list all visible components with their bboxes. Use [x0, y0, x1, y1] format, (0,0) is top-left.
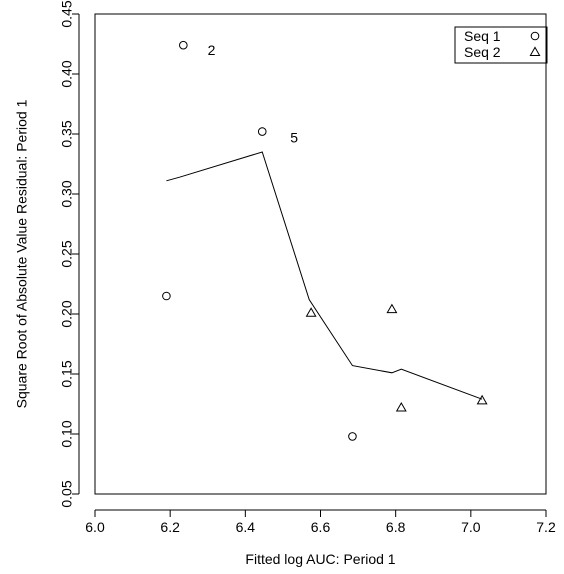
point-label: 5	[290, 130, 298, 146]
x-tick-label: 7.0	[461, 519, 481, 535]
smooth-line	[166, 151, 483, 400]
data-point-seq1	[162, 291, 171, 301]
data-point-seq2	[386, 303, 398, 314]
y-tick-label: 0.05	[59, 480, 75, 507]
x-tick-label: 6.6	[311, 519, 331, 535]
axes-layer: 6.0 6.2 6.4 6.6 6.8 7.0 7.2 0.05 0.10 0.15 0.20 0.2…	[14, 0, 556, 567]
y-tick-label: 0.45	[59, 0, 75, 27]
x-tick-label: 6.2	[160, 519, 180, 535]
legend-label: Seq 1	[464, 28, 501, 44]
y-tick-label: 0.20	[59, 300, 75, 327]
legend-marker	[529, 46, 541, 56]
data-point-seq1	[348, 432, 357, 441]
smooth-line-layer	[166, 151, 483, 400]
y-tick-label: 0.35	[59, 120, 75, 147]
data-point-seq2	[476, 394, 488, 405]
point-labels-layer: 25	[208, 42, 299, 146]
y-tick-label: 0.40	[59, 60, 75, 87]
x-tick-label: 6.8	[386, 519, 406, 535]
x-axis-title: Fitted log AUC: Period 1	[245, 551, 395, 567]
data-point-seq1	[257, 127, 267, 136]
legend-marker	[530, 31, 540, 41]
points-layer	[162, 40, 488, 441]
x-tick-label: 6.0	[85, 519, 105, 535]
x-tick-label: 7.2	[536, 519, 556, 535]
y-tick-label: 0.25	[59, 240, 75, 267]
legend-label: Seq 2	[464, 44, 501, 60]
legend-box	[454, 26, 548, 64]
y-tick-label: 0.10	[59, 420, 75, 447]
plot-frame	[94, 13, 547, 495]
y-axis-title: Square Root of Absolute Value Residual: …	[14, 99, 30, 408]
point-label: 2	[208, 42, 216, 58]
data-point-seq2	[305, 307, 317, 317]
x-tick-label: 6.4	[236, 519, 256, 535]
y-tick-label: 0.30	[59, 180, 75, 207]
y-tick-label: 0.15	[59, 360, 75, 387]
data-point-seq2	[395, 401, 407, 412]
data-point-seq1	[179, 40, 188, 50]
